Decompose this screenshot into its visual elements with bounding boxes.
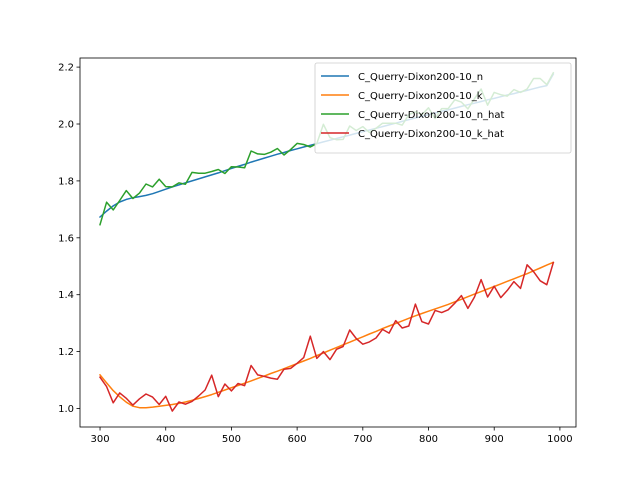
x-tick-label: 600 bbox=[288, 434, 307, 445]
x-tick-label: 900 bbox=[485, 434, 504, 445]
x-tick-label: 1000 bbox=[547, 434, 572, 445]
x-tick-label: 500 bbox=[222, 434, 241, 445]
x-axis: 300 400 500 600 700 800 900 1000 bbox=[90, 427, 573, 445]
legend-label-3: C_Querry-Dixon200-10_n_hat bbox=[358, 110, 505, 121]
y-tick-label: 1.2 bbox=[58, 347, 74, 358]
legend-label-2: C_Querry-Dixon200-10_k bbox=[358, 91, 483, 102]
x-tick-label: 700 bbox=[353, 434, 372, 445]
y-tick-label: 2.0 bbox=[58, 120, 74, 131]
y-tick-label: 1.6 bbox=[58, 233, 74, 244]
y-tick-label: 1.0 bbox=[58, 404, 74, 415]
y-tick-label: 1.8 bbox=[58, 176, 74, 187]
y-axis: 1.0 1.2 1.4 1.6 1.8 2.0 2.2 bbox=[58, 63, 80, 415]
series-line-2 bbox=[98, 261, 555, 409]
y-tick-label: 1.4 bbox=[58, 290, 74, 301]
x-tick-label: 400 bbox=[156, 434, 175, 445]
plot-area-frame bbox=[79, 57, 577, 428]
y-tick-label: 2.2 bbox=[58, 63, 74, 74]
series-line-4 bbox=[98, 261, 555, 412]
legend: C_Querry-Dixon200-10_n C_Querry-Dixon200-… bbox=[314, 62, 572, 154]
x-tick-label: 800 bbox=[419, 434, 438, 445]
legend-label-4: C_Querry-Dixon200-10_k_hat bbox=[358, 129, 504, 140]
legend-label-1: C_Querry-Dixon200-10_n bbox=[358, 72, 483, 83]
legend-box bbox=[314, 62, 572, 154]
x-tick-label: 300 bbox=[90, 434, 109, 445]
